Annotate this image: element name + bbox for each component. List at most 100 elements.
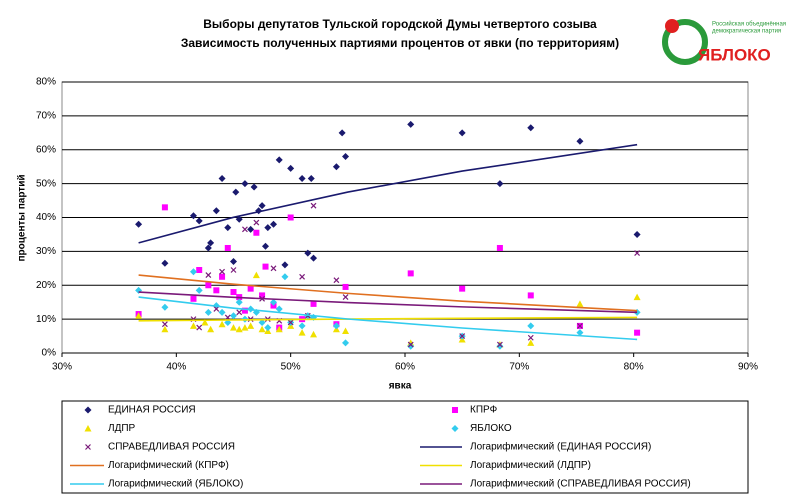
point (298, 329, 306, 336)
point (258, 202, 266, 210)
logo-tagline: демократическая партия (712, 29, 781, 35)
trendline (138, 274, 638, 312)
point (264, 324, 272, 332)
point (576, 137, 584, 145)
point (407, 342, 415, 350)
point (262, 242, 270, 250)
point (275, 325, 283, 333)
logo-tagline: Российская объединённая (712, 21, 786, 28)
point (135, 312, 143, 319)
point (407, 120, 415, 128)
legend-label: ЕДИНАЯ РОССИЯ (108, 405, 196, 416)
point (232, 188, 240, 196)
point (207, 325, 215, 333)
point (270, 220, 278, 228)
y-tick-label: 80% (36, 77, 56, 88)
y-tick-label: 30% (36, 246, 56, 257)
logo-name: ЯБЛОКО (698, 45, 771, 64)
legend-label: СПРАВЕДЛИВАЯ РОССИЯ (108, 442, 235, 453)
logo-apple (665, 19, 679, 33)
legend-marker (452, 407, 458, 413)
point (310, 300, 317, 307)
point (161, 325, 169, 333)
point (275, 305, 283, 313)
point (241, 307, 248, 314)
x-tick-label: 60% (395, 362, 415, 373)
point (299, 273, 306, 280)
point (242, 226, 248, 233)
point (235, 215, 243, 223)
y-tick-label: 60% (36, 144, 56, 155)
point (161, 321, 168, 328)
point (258, 325, 266, 333)
point (161, 204, 168, 211)
y-axis-title: проценты партий (17, 175, 28, 262)
point (633, 293, 641, 301)
point (527, 322, 535, 330)
point (195, 286, 203, 294)
point (458, 129, 466, 137)
y-tick-label: 70% (36, 111, 56, 122)
point (213, 306, 220, 312)
point (298, 175, 306, 183)
x-tick-label: 40% (166, 362, 186, 373)
point (459, 333, 466, 339)
point (218, 308, 226, 316)
point (235, 325, 243, 333)
x-axis-title: явка (389, 381, 412, 392)
point (230, 289, 237, 296)
point (247, 322, 255, 329)
legend-label: ЛДПР (108, 423, 136, 434)
point (218, 175, 226, 183)
point (342, 294, 349, 301)
point (253, 219, 260, 226)
point (264, 224, 272, 232)
point (189, 322, 197, 329)
point (224, 224, 232, 232)
point (189, 212, 197, 220)
point (287, 214, 294, 221)
point (304, 249, 312, 257)
y-tick-label: 40% (36, 212, 56, 223)
point (252, 271, 260, 279)
point (219, 268, 225, 275)
point (230, 267, 237, 273)
legend-label: Логарифмический (ЯБЛОКО) (108, 478, 243, 490)
point (496, 244, 503, 251)
point (270, 298, 278, 306)
point (247, 285, 254, 292)
point (496, 180, 504, 188)
point (496, 341, 503, 348)
y-tick-label: 0% (42, 348, 57, 359)
chart-title: Выборы депутатов Тульской городской Думы… (203, 17, 597, 31)
point (190, 295, 197, 302)
point (189, 268, 197, 276)
point (262, 263, 269, 270)
point (196, 267, 203, 274)
point (576, 300, 584, 307)
legend-marker (451, 425, 459, 432)
point (241, 180, 249, 188)
point (224, 244, 231, 251)
point (204, 244, 212, 252)
point (207, 239, 215, 247)
point (161, 303, 169, 311)
point (259, 292, 266, 299)
point (459, 285, 466, 292)
point (287, 164, 295, 172)
point (247, 225, 255, 233)
point (407, 339, 415, 346)
legend-marker (84, 406, 92, 414)
point (407, 341, 414, 348)
x-tick-label: 80% (624, 362, 644, 373)
x-tick-label: 70% (509, 362, 529, 373)
point (213, 287, 220, 294)
point (161, 259, 169, 267)
legend-box (61, 400, 749, 494)
point (281, 273, 289, 281)
chart-subtitle: Зависимость полученных партиями проценто… (181, 36, 619, 50)
x-tick-label: 30% (52, 362, 72, 373)
point (342, 153, 350, 161)
point (241, 324, 249, 331)
